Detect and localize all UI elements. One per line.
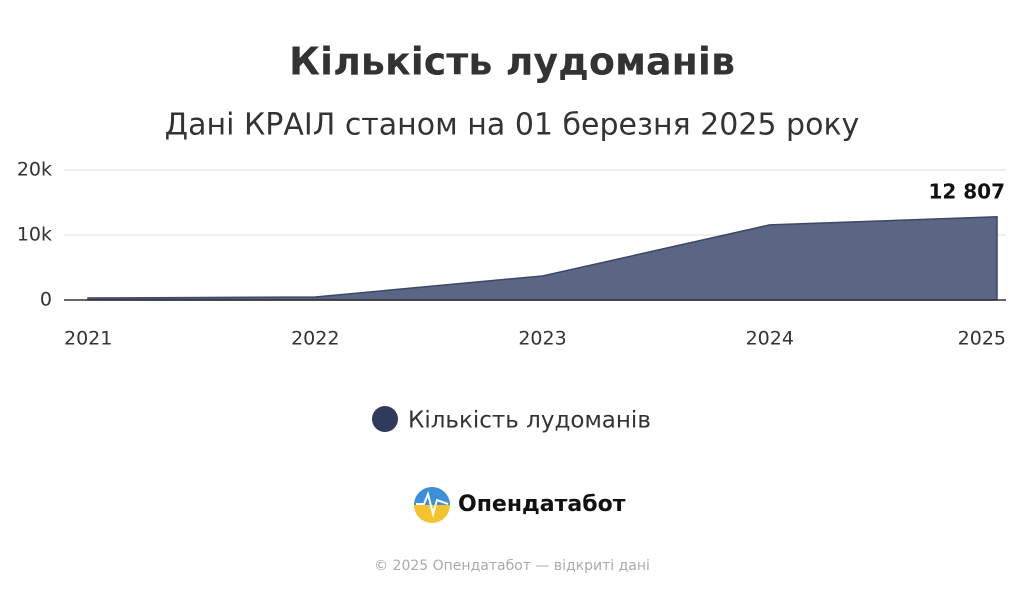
- chart-title: Кількість лудоманів: [289, 40, 735, 84]
- y-tick-label: 20k: [17, 159, 52, 181]
- x-tick-label: 2021: [64, 328, 112, 350]
- y-tick-label: 10k: [17, 224, 52, 246]
- x-tick-label: 2023: [518, 328, 566, 350]
- x-tick-label: 2025: [958, 328, 1006, 350]
- legend-marker: [372, 406, 398, 432]
- x-tick-label: 2022: [291, 328, 339, 350]
- y-tick-label: 0: [40, 289, 52, 311]
- footer: © 2025 Опендатабот — відкриті дані: [374, 558, 650, 574]
- value-label: 12 807: [928, 179, 1005, 203]
- area: [87, 215, 998, 301]
- chart-subtitle: Дані КРАІЛ станом на 01 березня 2025 рок…: [165, 108, 860, 143]
- brand-logo: [414, 487, 450, 523]
- brand-name: Опендатабот: [458, 492, 626, 517]
- legend-label: Кількість лудоманів: [408, 408, 651, 434]
- x-tick-label: 2024: [746, 328, 794, 350]
